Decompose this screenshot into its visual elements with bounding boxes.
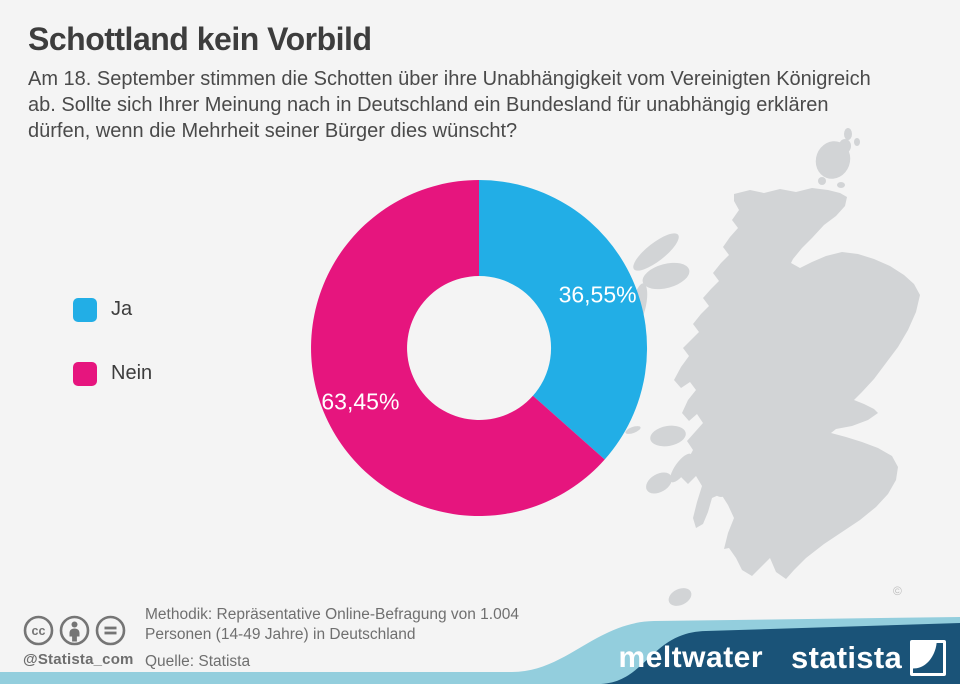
legend-item-ja: Ja	[73, 297, 152, 322]
meltwater-logo: meltwater	[618, 641, 764, 674]
subtitle-line-3: dürfen, wenn die Mehrheit seiner Bürger …	[28, 120, 518, 143]
cc-icons: cc	[23, 615, 134, 646]
legend-label-ja: Ja	[111, 298, 133, 320]
map-copyright: ©	[893, 584, 902, 598]
svg-text:cc: cc	[32, 624, 46, 638]
statista-wordmark: statista	[791, 640, 902, 675]
attribution-icon	[59, 615, 90, 646]
wave-navy-band	[598, 623, 960, 684]
legend-label-nein: Nein	[111, 362, 153, 384]
page-title: Schottland kein Vorbild	[28, 21, 372, 57]
methodology-block: Methodik: Repräsentative Online-Befragun…	[145, 605, 519, 672]
methodology-line-1: Methodik: Repräsentative Online-Befragun…	[145, 606, 519, 623]
methodology-line-2: Personen (14-49 Jahre) in Deutschland	[145, 626, 416, 643]
statista-mark-icon	[910, 640, 946, 676]
subtitle-line-1: Am 18. September stimmen die Schotten üb…	[28, 68, 871, 91]
source-label: Quelle: Statista	[145, 653, 251, 670]
donut-slice-nein	[311, 180, 605, 516]
scotland-mainland-shape	[674, 188, 920, 579]
page-subtitle: Am 18. September stimmen die Schotten üb…	[28, 66, 871, 144]
no-derivatives-icon	[95, 615, 126, 646]
legend-swatch-nein	[73, 361, 97, 386]
header: Schottland kein Vorbild Am 18. September…	[28, 21, 871, 144]
legend-swatch-ja	[73, 297, 97, 322]
cc-block: cc @Statista_com	[23, 615, 134, 668]
legend-item-nein: Nein	[73, 361, 152, 386]
donut-slice-ja	[479, 180, 648, 460]
donut-value-label-ja: 36,55%	[559, 282, 637, 308]
chart-legend: Ja Nein	[73, 297, 152, 425]
brand-bar: meltwater statista	[618, 640, 946, 676]
cc-icon: cc	[23, 615, 54, 646]
statista-logo: statista	[791, 640, 946, 676]
statista-handle: @Statista_com	[23, 651, 134, 668]
subtitle-line-2: ab. Sollte sich Ihrer Meinung nach in De…	[28, 94, 829, 117]
donut-value-label-nein: 63,45%	[321, 388, 399, 414]
